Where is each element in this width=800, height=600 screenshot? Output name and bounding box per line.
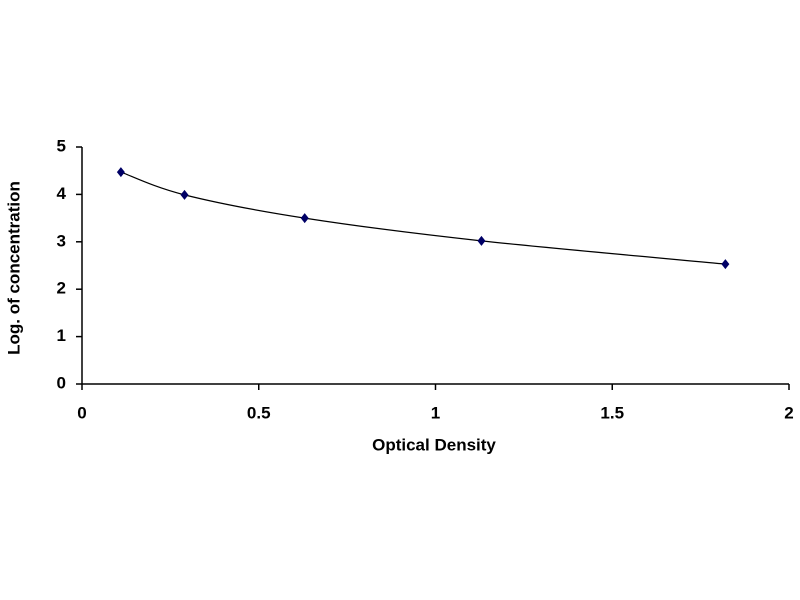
x-tick-label: 0.5 [247,403,271,422]
y-tick-label: 0 [57,373,66,392]
data-point [477,235,486,246]
data-point [721,259,730,270]
y-tick-label: 5 [57,136,66,155]
x-tick-label: 0 [77,403,86,422]
y-axis-label: Log. of concentration [4,181,23,355]
x-tick-label: 1 [431,403,440,422]
x-tick-label: 2 [784,403,793,422]
data-point [116,167,125,178]
fit-curve [120,171,726,265]
y-tick-label: 2 [57,279,66,298]
data-point [300,213,309,224]
x-tick-label: 1.5 [600,403,624,422]
x-axis-label: Optical Density [372,435,496,454]
y-tick-label: 3 [57,231,66,250]
y-tick-label: 1 [57,326,66,345]
y-tick-label: 4 [57,184,67,203]
data-point [180,189,189,200]
